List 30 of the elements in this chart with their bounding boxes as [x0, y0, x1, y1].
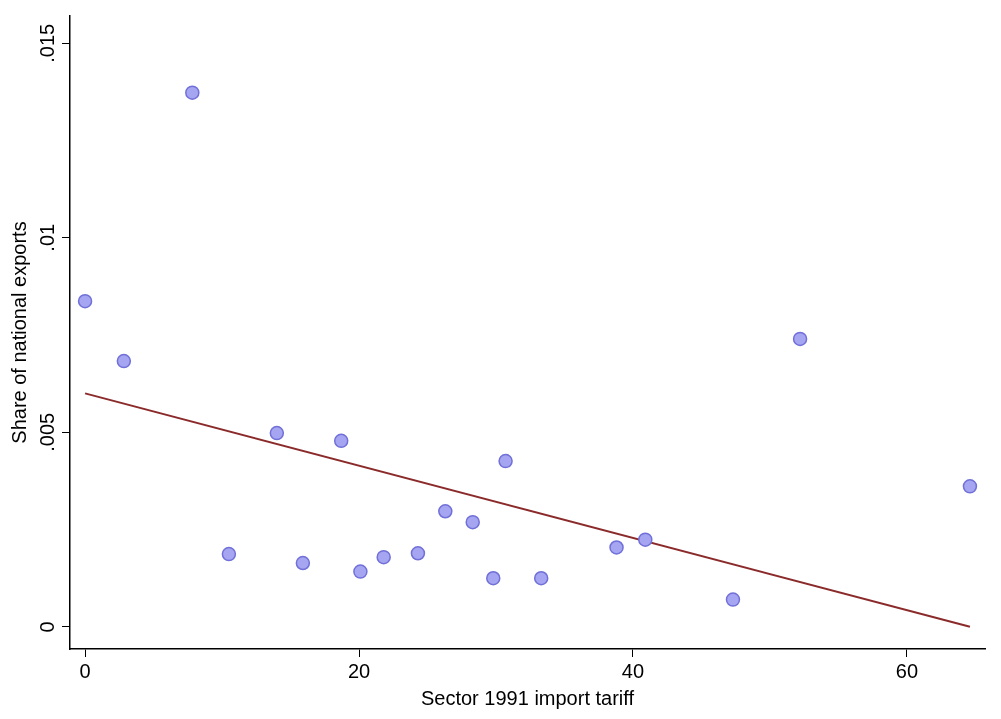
y-tick-label: .015	[35, 23, 58, 63]
point	[221, 546, 237, 562]
point	[269, 425, 285, 441]
point	[295, 555, 311, 571]
point	[185, 85, 200, 100]
point	[486, 570, 501, 586]
point	[609, 540, 624, 555]
y-tick-label: .005	[35, 412, 58, 452]
x-tick-label: 40	[621, 659, 645, 682]
x-axis-title: Sector 1991 import tariff	[420, 686, 635, 709]
point	[77, 293, 93, 309]
point	[533, 570, 549, 586]
x-tick-label: 0	[79, 659, 91, 682]
point	[962, 479, 978, 494]
point	[465, 514, 480, 530]
point	[638, 532, 653, 547]
y-tick-label: 0	[35, 621, 58, 633]
point	[498, 453, 513, 469]
y-tick-label: .01	[35, 223, 58, 252]
point	[116, 353, 132, 369]
x-tick-label: 20	[347, 659, 371, 682]
point	[333, 433, 349, 449]
x-tick-label: 60	[895, 659, 919, 682]
y-axis-title: Share of national exports	[7, 221, 30, 444]
point	[725, 592, 741, 607]
point	[353, 564, 368, 579]
point	[376, 549, 391, 565]
point	[410, 546, 426, 561]
point	[438, 504, 453, 519]
point	[792, 331, 808, 347]
